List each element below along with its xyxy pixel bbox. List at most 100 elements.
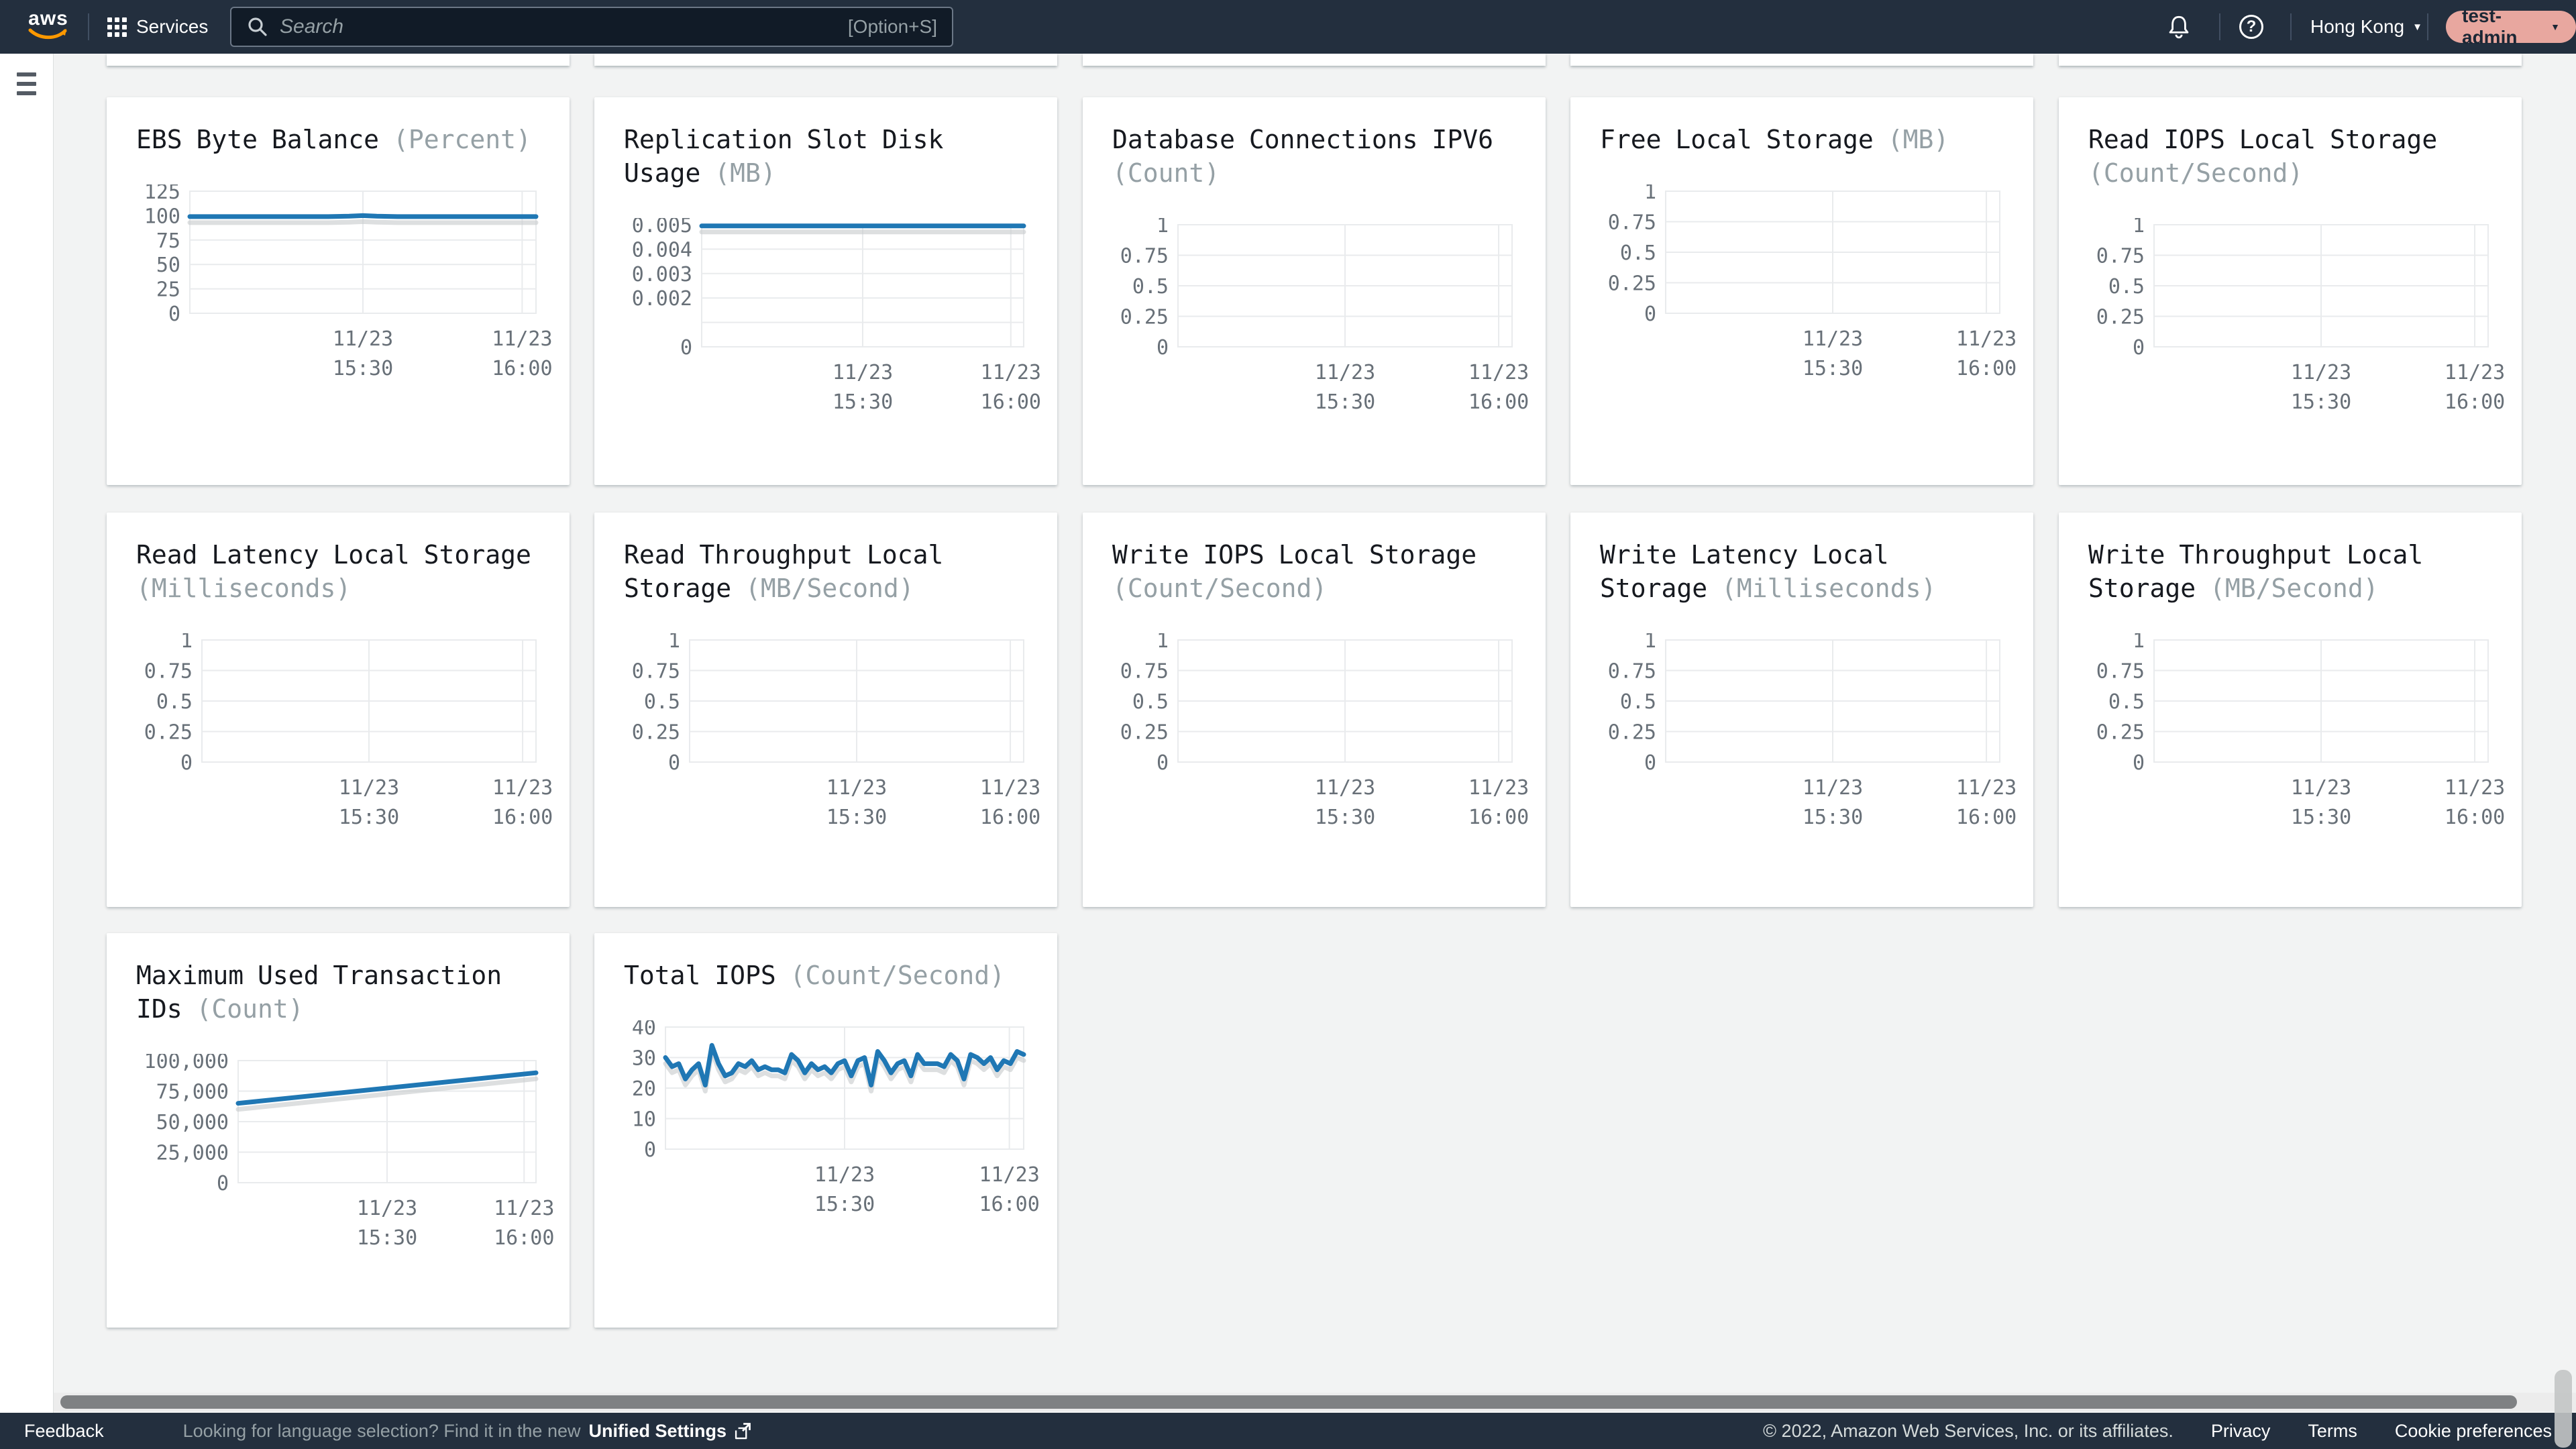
svg-text:0.5: 0.5 <box>2108 690 2145 714</box>
svg-text:11/23: 11/23 <box>981 361 1041 384</box>
metric-name: Read IOPS Local Storage <box>2088 125 2438 154</box>
svg-text:0: 0 <box>644 1138 656 1162</box>
svg-text:11/23: 11/23 <box>333 327 393 351</box>
svg-text:75,000: 75,000 <box>156 1081 229 1104</box>
metric-card-title: EBS Byte Balance (Percent) <box>136 123 540 156</box>
help-button[interactable]: ? <box>2239 0 2263 54</box>
svg-text:11/23: 11/23 <box>1315 361 1375 384</box>
svg-text:0: 0 <box>168 303 180 326</box>
svg-text:30: 30 <box>632 1047 656 1071</box>
language-hint-text: Looking for language selection? Find it … <box>182 1420 581 1441</box>
metric-card-title: Write Latency Local Storage (Millisecond… <box>1600 538 2004 605</box>
aws-logo[interactable]: aws <box>28 9 68 44</box>
region-selector[interactable]: Hong Kong ▼ <box>2310 0 2422 54</box>
hamburger-menu-button[interactable] <box>17 72 36 101</box>
metric-card: EBS Byte Balance (Percent) 125 100 75 50 25 0 1… <box>107 97 570 485</box>
account-menu-button[interactable]: test-admin ▼ <box>2446 5 2576 48</box>
svg-text:11/23: 11/23 <box>494 1197 554 1220</box>
svg-text:15:30: 15:30 <box>2291 806 2351 829</box>
region-label: Hong Kong <box>2310 16 2405 37</box>
svg-text:11/23: 11/23 <box>979 1163 1039 1187</box>
metric-unit: (Count/Second) <box>2088 158 2304 188</box>
svg-text:0: 0 <box>1644 751 1656 775</box>
collapsed-sidebar <box>0 54 54 1413</box>
metric-chart: 1 0.75 0.5 0.25 0 11/23 15:30 11/23 16:00 <box>1608 184 2017 380</box>
svg-text:100: 100 <box>144 205 180 228</box>
notifications-bell-button[interactable] <box>2165 0 2192 54</box>
svg-text:0.75: 0.75 <box>2096 245 2145 268</box>
chevron-down-icon: ▼ <box>2551 21 2560 32</box>
svg-text:11/23: 11/23 <box>357 1197 417 1220</box>
feedback-link[interactable]: Feedback <box>24 1420 104 1441</box>
cookie-preferences-link[interactable]: Cookie preferences <box>2394 1420 2552 1441</box>
svg-text:11/23: 11/23 <box>2445 361 2505 384</box>
partial-metric-card <box>1083 54 1546 66</box>
svg-text:1: 1 <box>1644 633 1656 653</box>
horizontal-scrollbar-thumb[interactable] <box>60 1395 2517 1409</box>
account-name: test-admin <box>2462 5 2518 48</box>
metric-name: Write IOPS Local Storage <box>1112 540 1477 570</box>
svg-text:16:00: 16:00 <box>980 806 1040 829</box>
svg-text:0.25: 0.25 <box>1120 721 1169 745</box>
svg-text:15:30: 15:30 <box>833 390 893 414</box>
svg-text:11/23: 11/23 <box>2445 776 2505 800</box>
partial-metric-card <box>1570 54 2033 66</box>
svg-text:25: 25 <box>156 278 180 302</box>
svg-text:11/23: 11/23 <box>339 776 399 800</box>
svg-text:0.5: 0.5 <box>1132 690 1169 714</box>
terms-link[interactable]: Terms <box>2308 1420 2357 1441</box>
unified-settings-link[interactable]: Unified Settings <box>588 1421 752 1442</box>
svg-text:75: 75 <box>156 229 180 253</box>
svg-text:16:00: 16:00 <box>494 1226 554 1250</box>
global-search-box[interactable]: [Option+S] <box>230 7 953 47</box>
svg-text:25,000: 25,000 <box>156 1142 229 1165</box>
svg-text:15:30: 15:30 <box>1315 806 1375 829</box>
svg-text:10: 10 <box>632 1108 656 1132</box>
svg-text:16:00: 16:00 <box>2445 806 2505 829</box>
search-input[interactable] <box>280 15 837 38</box>
svg-text:0.75: 0.75 <box>1120 660 1169 684</box>
metric-name: EBS Byte Balance <box>136 125 393 154</box>
svg-text:15:30: 15:30 <box>1803 357 1863 380</box>
svg-text:11/23: 11/23 <box>1956 327 2017 351</box>
svg-text:0.75: 0.75 <box>144 660 193 684</box>
svg-text:0.25: 0.25 <box>1608 721 1656 745</box>
svg-text:0.25: 0.25 <box>144 721 193 745</box>
partial-metric-card <box>107 54 570 66</box>
svg-text:11/23: 11/23 <box>1468 361 1529 384</box>
svg-text:0.002: 0.002 <box>632 287 692 311</box>
metric-name: Read Throughput Local Storage <box>624 540 944 603</box>
svg-text:0.5: 0.5 <box>156 690 193 714</box>
svg-text:0: 0 <box>180 751 193 775</box>
svg-text:0: 0 <box>1644 303 1656 326</box>
svg-text:0.75: 0.75 <box>632 660 680 684</box>
metric-card-title: Write Throughput Local Storage (MB/Secon… <box>2088 538 2492 605</box>
metric-unit: (Count) <box>1112 158 1220 188</box>
svg-text:16:00: 16:00 <box>1468 806 1529 829</box>
svg-text:1: 1 <box>1157 633 1169 653</box>
nav-divider <box>2219 13 2220 40</box>
privacy-link[interactable]: Privacy <box>2210 1420 2271 1441</box>
metric-chart: 1 0.75 0.5 0.25 0 11/23 15:30 11/23 16:00 <box>1608 633 2017 829</box>
services-menu-button[interactable]: Services <box>107 0 208 54</box>
metric-unit: (MB/Second) <box>2210 574 2379 603</box>
svg-text:11/23: 11/23 <box>1315 776 1375 800</box>
search-shortcut-hint: [Option+S] <box>847 16 937 37</box>
metric-card-title: Read Throughput Local Storage (MB/Second… <box>624 538 1028 605</box>
svg-text:11/23: 11/23 <box>1956 776 2017 800</box>
svg-text:20: 20 <box>632 1077 656 1101</box>
svg-text:11/23: 11/23 <box>492 327 552 351</box>
svg-text:0.75: 0.75 <box>1608 660 1656 684</box>
copyright-text: © 2022, Amazon Web Services, Inc. or its… <box>1763 1420 2174 1441</box>
metric-card-title: Free Local Storage (MB) <box>1600 123 2004 156</box>
svg-text:15:30: 15:30 <box>2291 390 2351 414</box>
svg-text:15:30: 15:30 <box>357 1226 417 1250</box>
svg-text:11/23: 11/23 <box>1803 776 1863 800</box>
services-label: Services <box>136 16 209 37</box>
svg-text:1: 1 <box>2133 633 2145 653</box>
metric-card: Read Throughput Local Storage (MB/Second… <box>594 513 1057 907</box>
metric-card-title: Maximum Used Transaction IDs (Count) <box>136 959 540 1026</box>
vertical-scrollbar-thumb[interactable] <box>2555 1370 2572 1448</box>
metric-card: Database Connections IPV6 (Count) 1 0.75 0.… <box>1083 97 1546 485</box>
